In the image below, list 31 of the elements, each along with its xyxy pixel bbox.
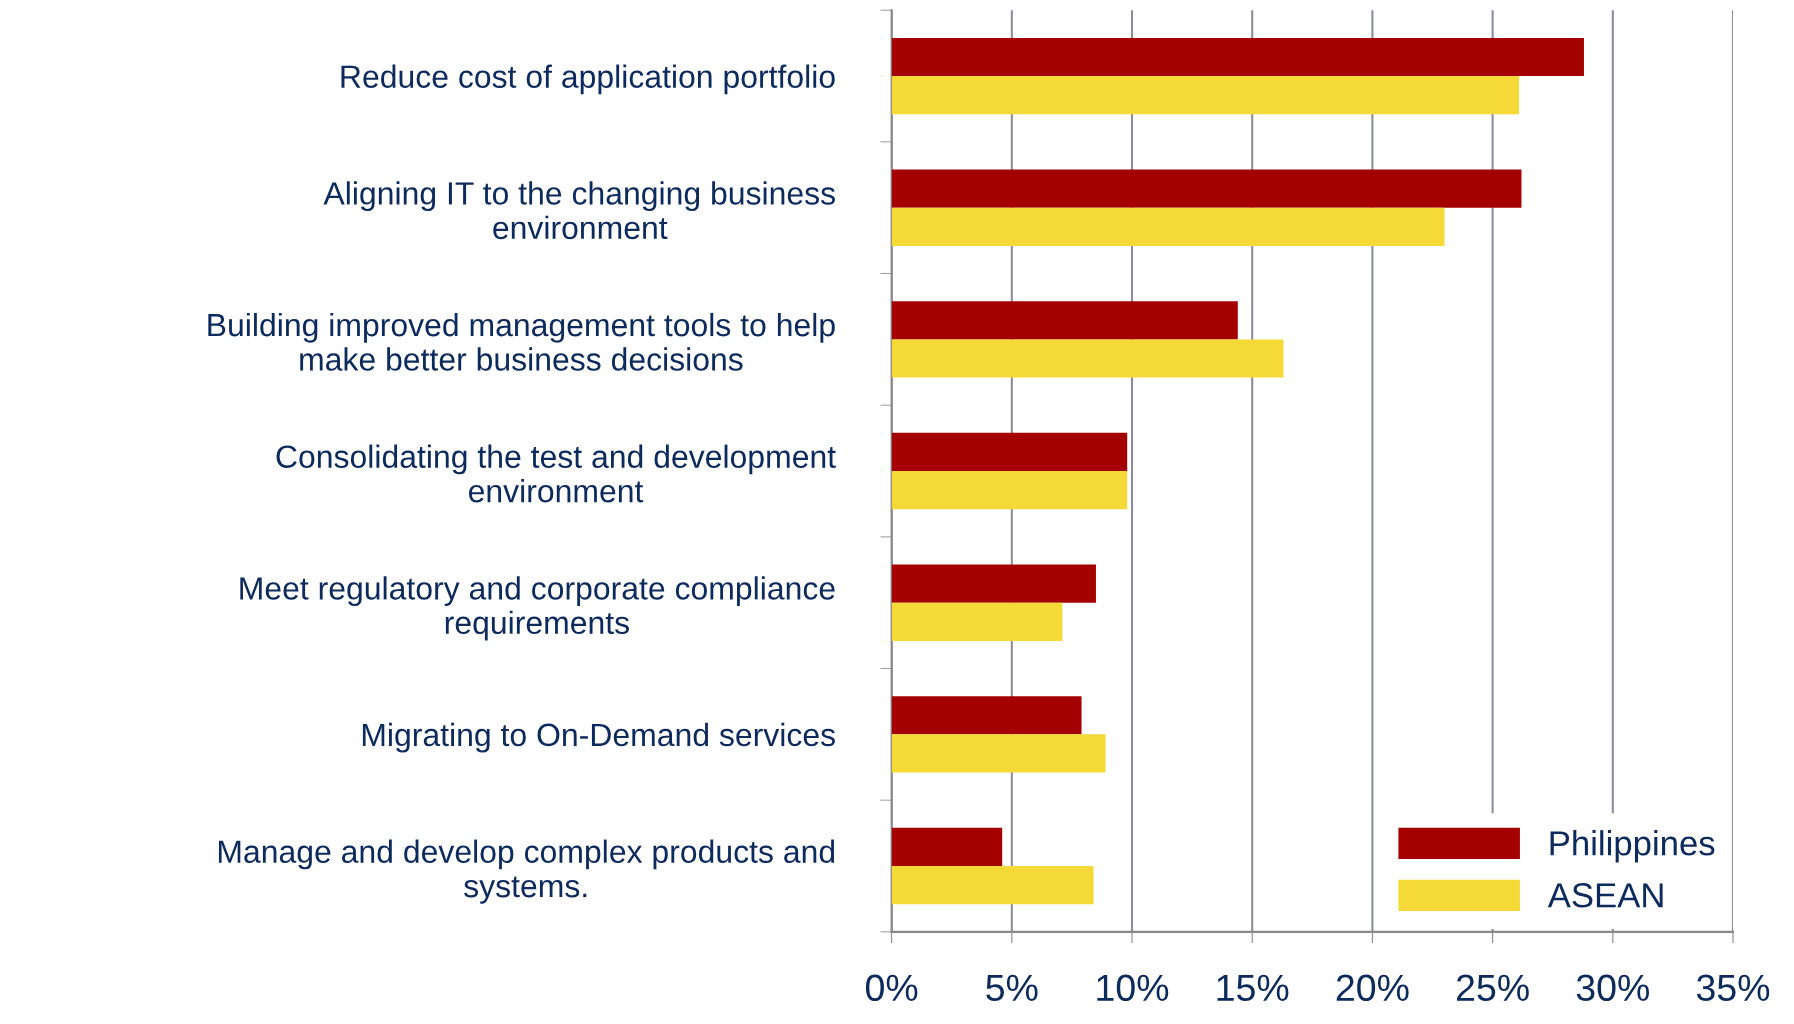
- x-tick-label: 20%: [1336, 974, 1409, 1002]
- y-tick-label: Manage and develop complex products and systems.: [218, 839, 835, 904]
- y-tick-label: Consolidating the test and development environment: [276, 444, 836, 503]
- bar: [891, 432, 1128, 472]
- y-tick-label: Reduce cost of application portfolio: [341, 64, 835, 95]
- legend-label: ASEAN: [1547, 883, 1663, 908]
- y-tick-label: Meet regulatory and corporate compliance requirements: [240, 576, 835, 641]
- bar: [891, 301, 1238, 340]
- x-tick-label: 5%: [986, 974, 1038, 1002]
- bar: [891, 866, 1094, 905]
- x-tick-label: 30%: [1576, 974, 1649, 1002]
- bar: [891, 76, 1520, 115]
- y-tick-label: Building improved management tools to help make better business decisions: [208, 312, 835, 371]
- x-tick-label: 35%: [1696, 974, 1770, 1002]
- bar: [891, 471, 1128, 510]
- x-tick-label: 10%: [1097, 974, 1169, 1002]
- y-tick-label: Migrating to On-Demand services: [362, 722, 835, 753]
- bar: [891, 169, 1522, 208]
- legend-label: Philippines: [1550, 830, 1715, 863]
- bar: [891, 827, 1003, 867]
- bar: [891, 37, 1584, 77]
- x-tick-label: 0%: [865, 974, 918, 1002]
- bar: [891, 339, 1284, 378]
- bar: [891, 207, 1445, 246]
- bar: [891, 734, 1106, 773]
- x-tick-label: 15%: [1217, 974, 1289, 1002]
- bar: [891, 696, 1082, 735]
- y-tick-label: Aligning IT to the changing business environment: [323, 181, 835, 240]
- bar: [891, 602, 1063, 641]
- x-tick-label: 25%: [1456, 974, 1529, 1002]
- bar: [891, 564, 1096, 603]
